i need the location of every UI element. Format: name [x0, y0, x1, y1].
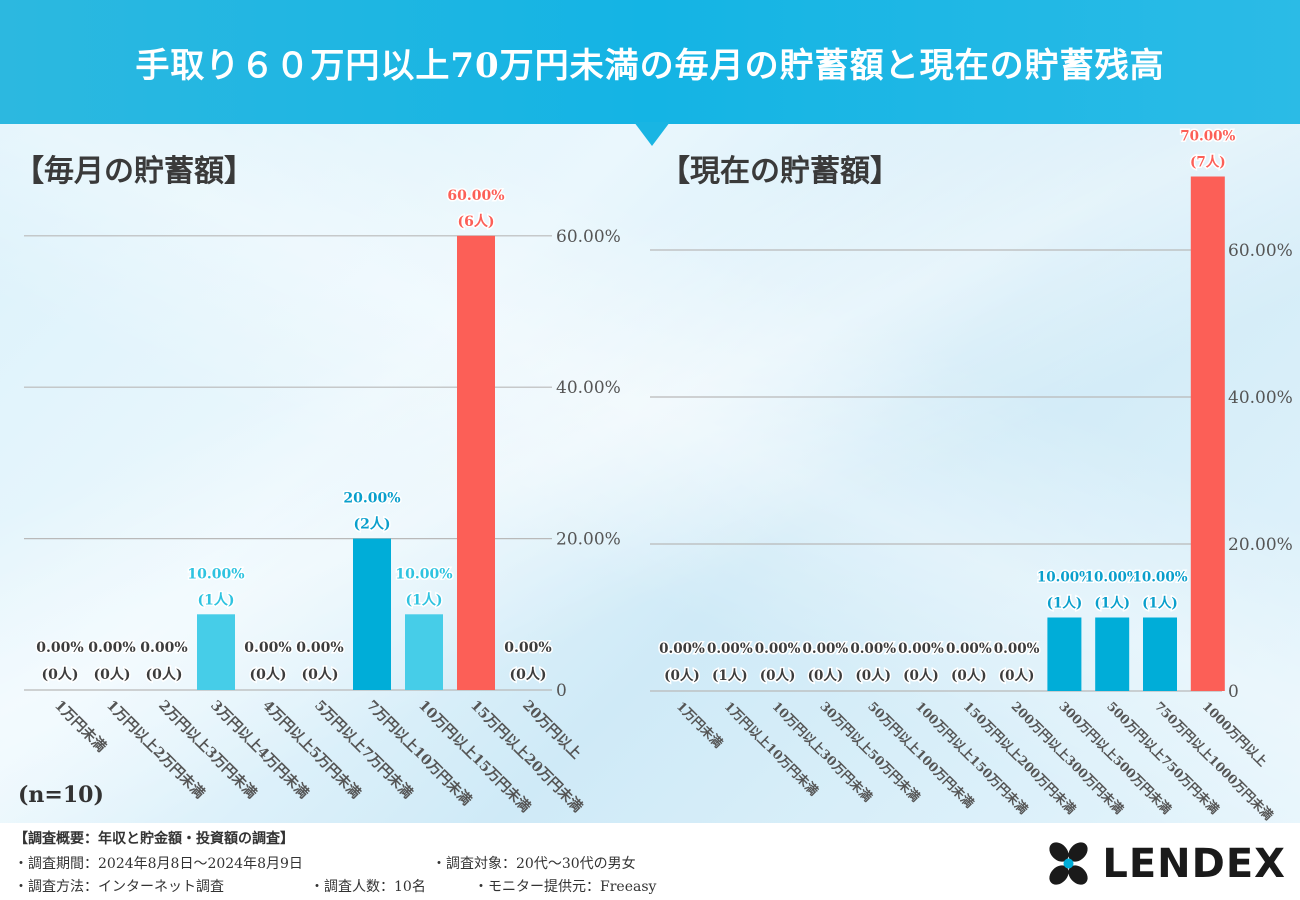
monthly-pct-label: 0.00% — [244, 640, 291, 656]
lendex-logo: LENDEX — [1042, 838, 1286, 890]
logo-text: LENDEX — [1102, 841, 1286, 887]
monthly-count-label: (0人) — [302, 666, 339, 683]
current-bar — [1047, 617, 1082, 691]
monthly-bar — [197, 614, 235, 690]
lendex-flower-icon — [1049, 842, 1088, 885]
current-chart-title: 【現在の貯蓄額】 — [660, 154, 900, 189]
current-pct-label: 10.00% — [1132, 570, 1187, 586]
charts-svg: 0 20.00% 40.00% 60.00% 0.00% (0人) 1万円未満 0.00% (0… — [24, 127, 1293, 823]
monthly-chart-title: 【毎月の貯蓄額】 — [14, 154, 254, 189]
monthly-count-label: (0人) — [510, 666, 547, 683]
current-pct-label: 0.00% — [946, 641, 992, 657]
current-count-label: (0人) — [664, 668, 700, 684]
current-count-label: (0人) — [808, 668, 844, 684]
monthly-count-label: (6人) — [458, 213, 495, 230]
current-count-label: (1人) — [1142, 596, 1178, 612]
current-pct-label: 0.00% — [898, 641, 944, 657]
current-pct-label: 0.00% — [803, 641, 849, 657]
monthly-pct-label: 0.00% — [296, 640, 343, 656]
current-category-label: 1万円未満 — [674, 699, 726, 751]
current-ytick-label: 0 — [1228, 682, 1239, 702]
monthly-category-label: 5万円以上7万円未満 — [311, 697, 416, 802]
current-pct-label: 10.00% — [1085, 570, 1140, 586]
monthly-pct-label: 60.00% — [447, 188, 504, 204]
monthly-count-label: (2人) — [354, 516, 391, 533]
monthly-pct-label: 10.00% — [187, 566, 244, 582]
monthly-pct-label: 10.00% — [395, 566, 452, 582]
monthly-category-label: 1万円未満 — [51, 697, 110, 756]
monthly-pct-label: 0.00% — [504, 640, 551, 656]
current-count-label: (1人) — [1094, 596, 1130, 612]
monthly-pct-label: 0.00% — [36, 640, 83, 656]
title-banner: 手取り６０万円以上70万円未満の毎月の貯蓄額と現在の貯蓄残高 — [0, 0, 1300, 124]
monthly-count-label: (0人) — [250, 666, 287, 683]
current-pct-label: 0.00% — [707, 641, 753, 657]
footer-provider: ・モニター提供元：Freeasy — [474, 879, 657, 895]
monthly-count-label: (1人) — [406, 591, 443, 608]
monthly-ytick-label: 0 — [556, 681, 567, 701]
current-pct-label: 70.00% — [1180, 129, 1235, 145]
current-count-label: (0人) — [999, 668, 1035, 684]
current-bar — [1143, 617, 1177, 691]
monthly-count-label: (0人) — [94, 666, 131, 683]
monthly-bar — [405, 614, 443, 690]
footer-target: ・調査対象：20代〜30代の男女 — [432, 856, 636, 872]
monthly-bar — [457, 235, 495, 691]
footer-method: ・調査方法：インターネット調査 — [14, 879, 224, 895]
current-bar — [1095, 617, 1130, 691]
current-count-label: (0人) — [855, 668, 891, 684]
monthly-count-label: (0人) — [146, 666, 183, 683]
footer-count: ・調査人数：10名 — [310, 879, 426, 895]
current-pct-label: 0.00% — [755, 641, 801, 657]
monthly-ytick-label: 60.00% — [556, 227, 621, 247]
monthly-count-label: (0人) — [42, 666, 79, 683]
current-ytick-label: 20.00% — [1228, 535, 1293, 555]
monthly-category-label: 4万円以上5万円未満 — [259, 697, 364, 802]
monthly-category-label: 2万円以上3万円未満 — [155, 697, 260, 802]
monthly-pct-label: 0.00% — [140, 640, 187, 656]
monthly-ytick-label: 20.00% — [556, 530, 621, 550]
monthly-category-label: 3万円以上4万円未満 — [207, 697, 312, 802]
current-count-label: (7人) — [1190, 155, 1226, 171]
current-ytick-label: 40.00% — [1228, 388, 1293, 408]
monthly-category-label: 7万円以上10万円未満 — [363, 697, 475, 809]
footer-heading: 【調査概要：年収と貯金額・投資額の調査】 — [14, 831, 294, 847]
monthly-ytick-label: 40.00% — [556, 378, 621, 398]
monthly-bar — [353, 538, 391, 690]
sample-size-label: (n=10) — [18, 782, 104, 808]
monthly-count-label: (1人) — [198, 591, 235, 608]
current-pct-label: 10.00% — [1037, 570, 1092, 586]
current-pct-label: 0.00% — [850, 641, 896, 657]
current-ytick-label: 60.00% — [1228, 241, 1293, 261]
current-bar — [1190, 176, 1225, 691]
monthly-pct-label: 0.00% — [88, 640, 135, 656]
current-pct-label: 0.00% — [994, 641, 1040, 657]
current-category-label: 1万円以上10万円未満 — [722, 699, 822, 799]
page-title: 手取り６０万円以上70万円未満の毎月の貯蓄額と現在の貯蓄残高 — [135, 45, 1165, 86]
current-count-label: (0人) — [760, 668, 796, 684]
monthly-pct-label: 20.00% — [343, 491, 400, 507]
monthly-category-label: 1万円以上2万円未満 — [103, 697, 208, 802]
current-count-label: (1人) — [712, 668, 748, 684]
current-count-label: (1人) — [1047, 596, 1083, 612]
survey-footer — [0, 823, 1300, 900]
current-pct-label: 0.00% — [659, 641, 705, 657]
current-count-label: (0人) — [903, 668, 939, 684]
current-count-label: (0人) — [951, 668, 987, 684]
footer-period: ・調査期間：2024年8月8日〜2024年8月9日 — [14, 856, 303, 872]
banner-notch — [634, 122, 670, 146]
